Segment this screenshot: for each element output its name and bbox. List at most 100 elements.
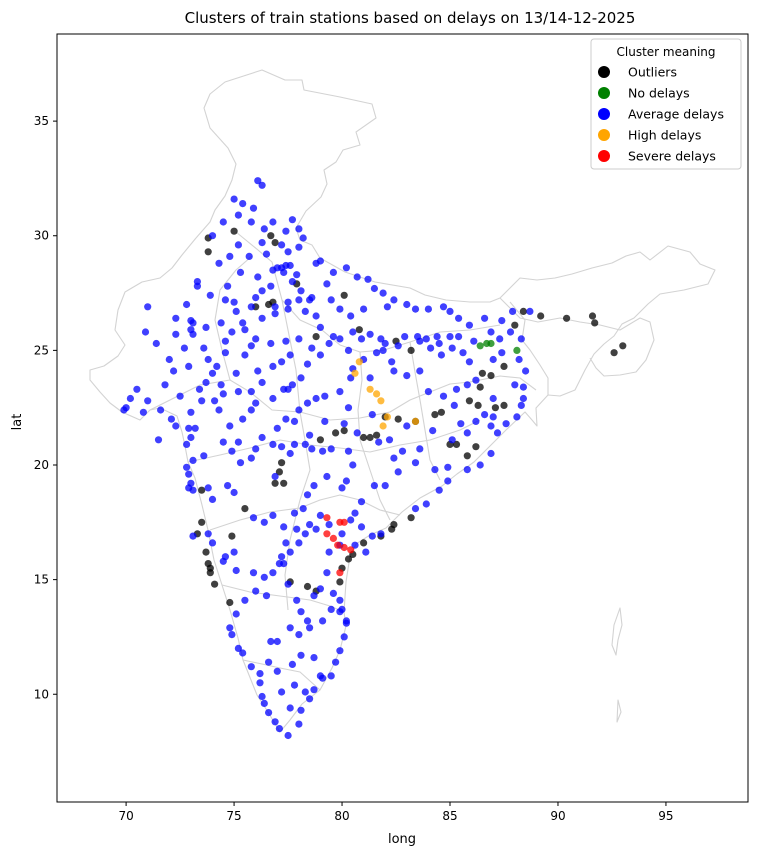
data-point bbox=[394, 342, 402, 350]
data-point bbox=[247, 388, 255, 396]
data-point bbox=[496, 335, 504, 343]
legend-label: No delays bbox=[628, 86, 690, 101]
data-point bbox=[347, 374, 355, 382]
data-point bbox=[230, 195, 238, 203]
data-point bbox=[508, 307, 517, 315]
data-point bbox=[219, 438, 227, 446]
data-point bbox=[226, 624, 234, 632]
data-point bbox=[366, 374, 374, 382]
data-point bbox=[202, 378, 210, 387]
data-point bbox=[366, 385, 374, 393]
data-point bbox=[431, 466, 439, 474]
data-point bbox=[522, 367, 530, 375]
data-point bbox=[189, 456, 197, 464]
data-point bbox=[427, 344, 435, 352]
data-point bbox=[411, 505, 420, 513]
data-point bbox=[355, 326, 363, 334]
data-point bbox=[280, 479, 288, 487]
data-point bbox=[297, 651, 305, 659]
data-point bbox=[217, 319, 225, 327]
data-point bbox=[215, 406, 223, 414]
data-point bbox=[295, 539, 303, 547]
state-border-7 bbox=[357, 351, 391, 521]
data-point bbox=[258, 239, 266, 247]
data-point bbox=[195, 385, 204, 393]
data-point bbox=[362, 548, 370, 556]
data-point bbox=[316, 672, 324, 680]
data-point bbox=[491, 404, 499, 412]
data-point bbox=[476, 383, 484, 391]
data-point bbox=[260, 518, 268, 526]
data-point bbox=[206, 569, 214, 577]
data-point bbox=[267, 637, 275, 646]
data-point bbox=[275, 560, 283, 568]
data-point bbox=[332, 429, 340, 437]
data-point bbox=[275, 725, 283, 733]
y-tick-label: 25 bbox=[34, 343, 49, 357]
data-point bbox=[316, 511, 324, 519]
data-point bbox=[344, 555, 353, 563]
data-point bbox=[338, 484, 346, 492]
data-point bbox=[183, 463, 191, 471]
data-point bbox=[435, 339, 443, 348]
data-point bbox=[269, 362, 277, 370]
data-point bbox=[299, 505, 307, 513]
data-point bbox=[284, 248, 292, 256]
data-point bbox=[403, 300, 411, 309]
data-point bbox=[206, 291, 214, 299]
data-point bbox=[437, 408, 445, 416]
data-point bbox=[312, 312, 320, 320]
data-point bbox=[200, 344, 208, 352]
data-point bbox=[282, 337, 290, 345]
data-point bbox=[303, 617, 312, 625]
data-point bbox=[422, 335, 430, 343]
data-point bbox=[519, 307, 528, 315]
data-point bbox=[252, 399, 260, 407]
data-point bbox=[310, 686, 318, 694]
data-point bbox=[340, 518, 348, 526]
data-point bbox=[239, 319, 247, 327]
data-point bbox=[232, 566, 240, 575]
data-point bbox=[325, 548, 333, 556]
data-point bbox=[208, 232, 217, 240]
data-point bbox=[537, 312, 545, 320]
data-point bbox=[271, 239, 279, 247]
data-point bbox=[288, 660, 296, 669]
data-point bbox=[381, 339, 389, 348]
data-point bbox=[269, 569, 277, 577]
data-point bbox=[319, 617, 327, 625]
data-point bbox=[388, 358, 396, 366]
chart-title: Clusters of train stations based on dela… bbox=[185, 9, 636, 27]
series-severe-delays bbox=[323, 514, 355, 577]
data-point bbox=[319, 447, 327, 455]
data-point bbox=[308, 445, 316, 453]
data-point bbox=[120, 406, 128, 414]
data-point bbox=[323, 472, 331, 481]
data-point bbox=[487, 422, 495, 430]
data-point bbox=[437, 351, 445, 359]
data-point bbox=[295, 335, 303, 343]
data-point bbox=[329, 534, 337, 543]
data-point bbox=[293, 525, 301, 533]
data-point bbox=[295, 296, 303, 304]
data-point bbox=[511, 321, 519, 329]
data-point bbox=[474, 401, 482, 409]
data-point bbox=[234, 388, 242, 396]
data-point bbox=[465, 358, 473, 366]
data-point bbox=[219, 390, 227, 398]
legend-label: High delays bbox=[628, 128, 701, 143]
data-point bbox=[489, 394, 497, 403]
data-point bbox=[249, 204, 258, 212]
data-point bbox=[269, 218, 277, 226]
data-point bbox=[301, 688, 309, 696]
data-point bbox=[211, 397, 219, 405]
data-point bbox=[282, 227, 290, 235]
data-point bbox=[183, 300, 191, 309]
data-point bbox=[234, 241, 242, 249]
data-point bbox=[329, 589, 337, 598]
data-point bbox=[342, 617, 350, 625]
data-point bbox=[591, 319, 599, 327]
data-point bbox=[448, 436, 456, 444]
data-point bbox=[139, 408, 147, 416]
